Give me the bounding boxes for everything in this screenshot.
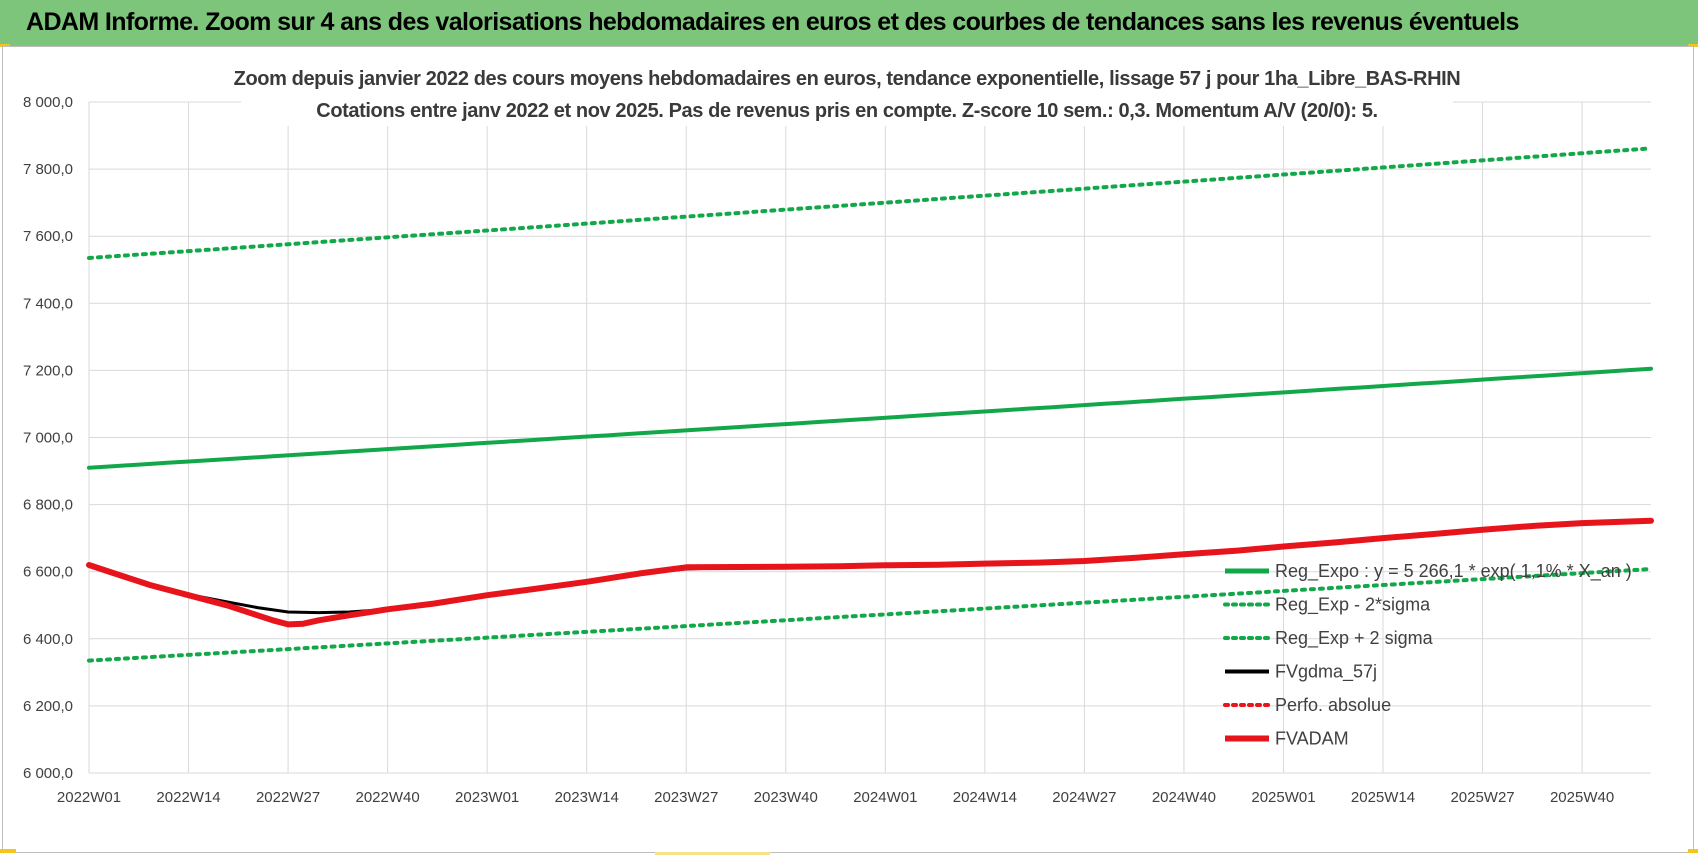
- accent-mark: [1688, 44, 1698, 47]
- y-tick-label: 6 200,0: [23, 698, 73, 715]
- legend-label-reg_minus: Reg_Exp - 2*sigma: [1275, 595, 1431, 616]
- series-line-fvadam: [86, 517, 1654, 628]
- x-tick-label: 2022W40: [356, 789, 420, 806]
- x-tick-label: 2022W01: [57, 789, 121, 806]
- x-tick-label: 2025W40: [1550, 789, 1614, 806]
- x-tick-label: 2025W14: [1351, 789, 1415, 806]
- x-axis-ticks: 2022W01 2022W14 2022W27 2022W40 2023W01 2023W…: [57, 789, 1614, 806]
- x-tick-label: 2024W01: [853, 789, 917, 806]
- banner-title: ADAM Informe. Zoom sur 4 ans des valoris…: [26, 8, 1519, 36]
- x-tick-label: 2024W27: [1052, 789, 1116, 806]
- accent-mark: [1688, 849, 1698, 853]
- y-axis-ticks: 8 000,0 7 800,0 7 600,0 7 400,0 7 200,0 7 000…: [23, 94, 73, 782]
- y-tick-label: 6 800,0: [23, 497, 73, 514]
- y-tick-label: 8 000,0: [23, 94, 73, 111]
- chart-area: 8 000,0 7 800,0 7 600,0 7 400,0 7 200,0 7 000…: [2, 46, 1694, 853]
- legend: Reg_Expo : y = 5 266,1 * exp( 1,1% * X_a…: [1223, 561, 1632, 749]
- series-line-reg_expo: [87, 366, 1653, 470]
- legend-label-perfo: Perfo. absolue: [1275, 695, 1391, 715]
- accent-mark: [0, 849, 16, 853]
- accent-mark: [655, 852, 770, 855]
- y-tick-label: 6 000,0: [23, 765, 73, 782]
- chart-title-line2: Cotations entre janv 2022 et nov 2025. P…: [316, 100, 1377, 122]
- line-chart: 8 000,0 7 800,0 7 600,0 7 400,0 7 200,0 7 000…: [23, 64, 1654, 806]
- title-background: [241, 64, 1453, 126]
- x-tick-label: 2023W27: [654, 789, 718, 806]
- x-tick-label: 2023W01: [455, 789, 519, 806]
- y-tick-label: 7 800,0: [23, 161, 73, 178]
- x-tick-label: 2023W40: [754, 789, 818, 806]
- header-banner: ADAM Informe. Zoom sur 4 ans des valoris…: [0, 0, 1698, 47]
- y-tick-label: 7 400,0: [23, 295, 73, 312]
- legend-label-reg_plus: Reg_Exp + 2 sigma: [1275, 628, 1434, 649]
- y-tick-label: 7 600,0: [23, 228, 73, 245]
- legend-label-fvgdma: FVgdma_57j: [1275, 662, 1377, 683]
- x-tick-label: 2022W27: [256, 789, 320, 806]
- chart-title-line1: Zoom depuis janvier 2022 des cours moyen…: [234, 68, 1461, 90]
- x-tick-label: 2025W01: [1251, 789, 1315, 806]
- x-tick-label: 2022W14: [156, 789, 220, 806]
- x-tick-label: 2024W40: [1152, 789, 1216, 806]
- y-tick-label: 6 600,0: [23, 564, 73, 581]
- y-tick-label: 6 400,0: [23, 631, 73, 648]
- x-tick-label: 2024W14: [953, 789, 1017, 806]
- y-tick-label: 7 200,0: [23, 362, 73, 379]
- legend-label-fvadam: FVADAM: [1275, 729, 1349, 749]
- series-line-reg_minus: [87, 567, 1653, 663]
- series-line-reg_plus: [87, 146, 1653, 260]
- y-tick-label: 7 000,0: [23, 430, 73, 447]
- accent-mark: [0, 44, 10, 47]
- series-layer: [86, 146, 1654, 663]
- legend-label-reg_expo: Reg_Expo : y = 5 266,1 * exp( 1,1% * X_a…: [1275, 561, 1632, 582]
- x-tick-label: 2023W14: [555, 789, 619, 806]
- x-tick-label: 2025W27: [1450, 789, 1514, 806]
